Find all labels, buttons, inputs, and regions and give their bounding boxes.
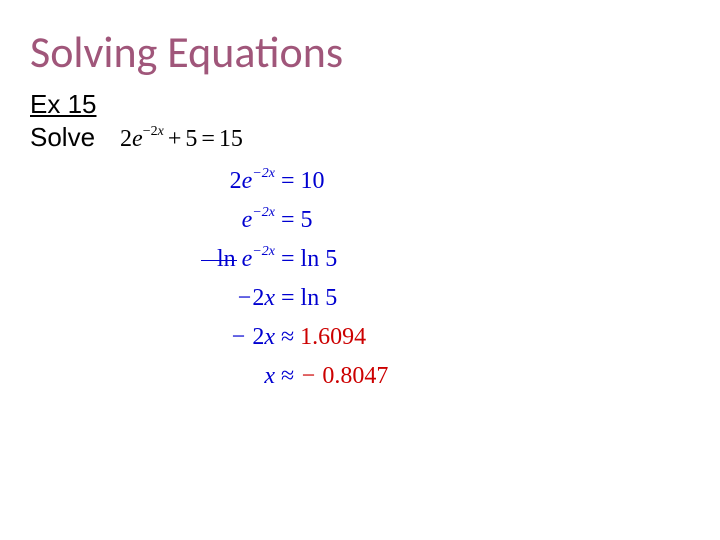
solve-row: Solve 2e−2x+5=15: [30, 122, 690, 153]
step-operator: ≈: [275, 324, 300, 351]
solve-label: Solve: [30, 122, 95, 153]
step-lhs: − 2x: [185, 324, 275, 351]
solution-steps: 2e−2x=10e−2x=5ln e−2x=ln 5−2x=ln 5− 2x≈1…: [185, 168, 690, 390]
step-rhs: ln 5: [301, 285, 338, 312]
step-lhs: e−2x: [185, 207, 275, 234]
step-lhs: x: [185, 363, 275, 390]
step-rhs: 5: [301, 207, 313, 234]
solution-step: ln e−2x=ln 5: [185, 246, 690, 273]
step-rhs: 10: [301, 168, 325, 195]
solution-step: −2x=ln 5: [185, 285, 690, 312]
slide-body: Solving Equations Ex 15 Solve 2e−2x+5=15…: [0, 0, 720, 410]
strike-line: [201, 260, 237, 261]
problem-equation: 2e−2x+5=15: [120, 126, 243, 153]
step-operator: =: [275, 168, 301, 195]
step-rhs: ln 5: [301, 246, 338, 273]
step-operator: =: [275, 207, 301, 234]
step-lhs: ln e−2x: [185, 246, 275, 273]
solution-step: e−2x=5: [185, 207, 690, 234]
step-rhs: 1.6094: [300, 324, 366, 351]
step-lhs: 2e−2x: [185, 168, 275, 195]
step-operator: ≈: [275, 363, 300, 390]
solution-step: − 2x≈1.6094: [185, 324, 690, 351]
page-title: Solving Equations: [30, 25, 690, 79]
solution-step: x≈− 0.8047: [185, 363, 690, 390]
step-lhs: −2x: [185, 285, 275, 312]
example-label: Ex 15: [30, 89, 690, 120]
step-operator: =: [275, 246, 301, 273]
step-operator: =: [275, 285, 301, 312]
solution-step: 2e−2x=10: [185, 168, 690, 195]
step-rhs: − 0.8047: [300, 363, 388, 390]
